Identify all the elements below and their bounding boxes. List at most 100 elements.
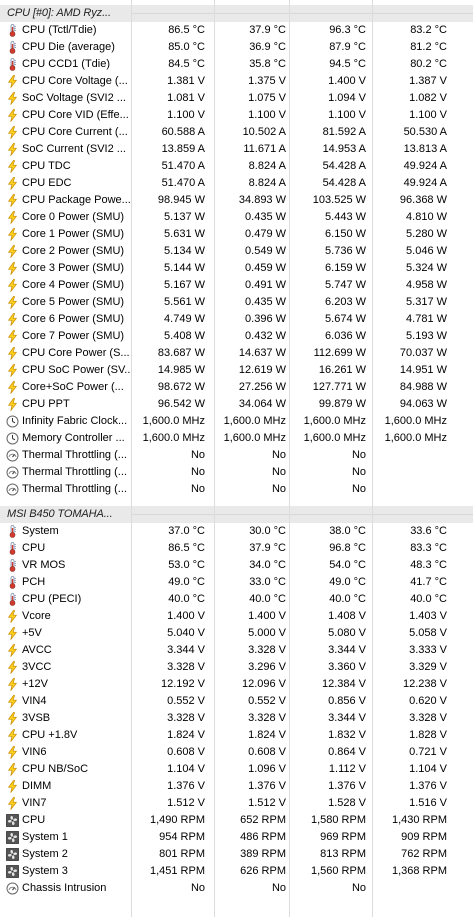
sensor-row-cpu-soc-power-sv[interactable]: CPU SoC Power (SV... 14.985 W 12.619 W 16.2… bbox=[0, 362, 473, 379]
sensor-row-memory-controller[interactable]: Memory Controller ... 1,600.0 MHz 1,600.0 … bbox=[0, 430, 473, 447]
sensor-value-average: 5.193 W bbox=[406, 330, 447, 342]
sensor-row-cpu-tctl-tdie[interactable]: CPU (Tctl/Tdie) 86.5 °C 37.9 °C 96.3 °C 83.2… bbox=[0, 22, 473, 39]
sensor-row-cpu-package-powe[interactable]: CPU Package Powe... 98.945 W 34.893 W 103.5… bbox=[0, 192, 473, 209]
sensor-row-cpu-peci[interactable]: CPU (PECI) 40.0 °C 40.0 °C 40.0 °C 40.0 °C bbox=[0, 591, 473, 608]
sensor-row-cpu-core-power-s[interactable]: CPU Core Power (S... 83.687 W 14.637 W 112.… bbox=[0, 345, 473, 362]
sensor-value-average: 5.317 W bbox=[406, 296, 447, 308]
sensor-row-avcc[interactable]: AVCC 3.344 V 3.328 V 3.344 V 3.333 V bbox=[0, 642, 473, 659]
sensor-row-5v[interactable]: +5V 5.040 V 5.000 V 5.080 V 5.058 V bbox=[0, 625, 473, 642]
sensor-row-3vcc[interactable]: 3VCC 3.328 V 3.296 V 3.360 V 3.329 V bbox=[0, 659, 473, 676]
sensor-row-chassis-intrusion[interactable]: Chassis Intrusion No No No bbox=[0, 880, 473, 897]
group-header[interactable]: CPU [#0]: AMD Ryz... bbox=[0, 5, 473, 22]
sensor-value-maximum: 3.360 V bbox=[328, 661, 366, 673]
sensor-row-core-0-power-smu[interactable]: Core 0 Power (SMU) 5.137 W 0.435 W 5.443 W 4… bbox=[0, 209, 473, 226]
sensor-label: CPU bbox=[22, 542, 46, 554]
sensor-value-minimum: 40.0 °C bbox=[249, 593, 286, 605]
sensor-label: Vcore bbox=[22, 610, 51, 622]
sensor-value-current: 86.5 °C bbox=[168, 542, 205, 554]
sensor-value-minimum: No bbox=[271, 449, 286, 461]
sensor-label: CPU (PECI) bbox=[22, 593, 82, 605]
sensor-value-minimum: 27.256 W bbox=[238, 381, 286, 393]
sensor-row-dimm[interactable]: DIMM 1.376 V 1.376 V 1.376 V 1.376 V bbox=[0, 778, 473, 795]
sensor-row-core-4-power-smu[interactable]: Core 4 Power (SMU) 5.167 W 0.491 W 5.747 W 4… bbox=[0, 277, 473, 294]
sensor-value-maximum: 1.528 V bbox=[328, 797, 366, 809]
sensor-value-average: 81.2 °C bbox=[410, 41, 447, 53]
sensor-row-cpu-die-average[interactable]: CPU Die (average) 85.0 °C 36.9 °C 87.9 °C 81… bbox=[0, 39, 473, 56]
sensor-value-average: 4.781 W bbox=[406, 313, 447, 325]
sensor-row-system-2[interactable]: System 2 801 RPM 389 RPM 813 RPM 762 RPM bbox=[0, 846, 473, 863]
sensor-row-soc-current-svi2[interactable]: SoC Current (SVI2 ... 13.859 A 11.671 A 14.… bbox=[0, 141, 473, 158]
sensor-value-minimum: 35.8 °C bbox=[249, 58, 286, 70]
sensor-row-cpu-tdc[interactable]: CPU TDC 51.470 A 8.824 A 54.428 A 49.924 A bbox=[0, 158, 473, 175]
sensor-row-system[interactable]: System 37.0 °C 30.0 °C 38.0 °C 33.6 °C bbox=[0, 523, 473, 540]
sensor-label: +5V bbox=[22, 627, 42, 639]
sensor-value-average: 1.104 V bbox=[409, 763, 447, 775]
sensor-row-system-3[interactable]: System 3 1,451 RPM 626 RPM 1,560 RPM 1,368 R… bbox=[0, 863, 473, 880]
sensor-row-3vsb[interactable]: 3VSB 3.328 V 3.328 V 3.344 V 3.328 V bbox=[0, 710, 473, 727]
thermometer-icon bbox=[6, 559, 19, 572]
gauge-icon bbox=[6, 882, 19, 895]
lightning-icon bbox=[6, 75, 19, 88]
sensor-label: Thermal Throttling (... bbox=[22, 449, 127, 461]
sensor-label: Core 5 Power (SMU) bbox=[22, 296, 125, 308]
sensor-value-current: 84.5 °C bbox=[168, 58, 205, 70]
sensor-row-cpu-ccd1-tdie[interactable]: CPU CCD1 (Tdie) 84.5 °C 35.8 °C 94.5 °C 80.2… bbox=[0, 56, 473, 73]
sensor-value-minimum: 34.893 W bbox=[238, 194, 286, 206]
sensor-value-current: No bbox=[190, 449, 205, 461]
column-divider bbox=[131, 0, 132, 917]
sensor-value-maximum: No bbox=[351, 483, 366, 495]
sensor-row-thermal-throttling[interactable]: Thermal Throttling (... No No No bbox=[0, 447, 473, 464]
sensor-row-cpu-core-voltage[interactable]: CPU Core Voltage (... 1.381 V 1.375 V 1.400… bbox=[0, 73, 473, 90]
sensor-label: CPU EDC bbox=[22, 177, 72, 189]
sensor-value-maximum: 3.344 V bbox=[328, 644, 366, 656]
sensor-row-cpu-ppt[interactable]: CPU PPT 96.542 W 34.064 W 99.879 W 94.063 W bbox=[0, 396, 473, 413]
sensor-row-cpu-edc[interactable]: CPU EDC 51.470 A 8.824 A 54.428 A 49.924 A bbox=[0, 175, 473, 192]
sensor-row-vin4[interactable]: VIN4 0.552 V 0.552 V 0.856 V 0.620 V bbox=[0, 693, 473, 710]
sensor-row-cpu[interactable]: CPU 1,490 RPM 652 RPM 1,580 RPM 1,430 RPM bbox=[0, 812, 473, 829]
sensor-value-average: 1,600.0 MHz bbox=[384, 415, 447, 427]
sensor-row-soc-voltage-svi2[interactable]: SoC Voltage (SVI2 ... 1.081 V 1.075 V 1.094… bbox=[0, 90, 473, 107]
sensor-row-core-7-power-smu[interactable]: Core 7 Power (SMU) 5.408 W 0.432 W 6.036 W 5… bbox=[0, 328, 473, 345]
lightning-icon bbox=[6, 381, 19, 394]
sensor-row-cpu-1-8v[interactable]: CPU +1.8V 1.824 V 1.824 V 1.832 V 1.828 V bbox=[0, 727, 473, 744]
sensor-value-current: No bbox=[190, 882, 205, 894]
sensor-row-vin6[interactable]: VIN6 0.608 V 0.608 V 0.864 V 0.721 V bbox=[0, 744, 473, 761]
group-header[interactable]: MSI B450 TOMAHA... bbox=[0, 506, 473, 523]
gauge-icon bbox=[6, 483, 19, 496]
sensor-value-average: 1.516 V bbox=[409, 797, 447, 809]
sensor-row-cpu-core-current[interactable]: CPU Core Current (... 60.588 A 10.502 A 81.… bbox=[0, 124, 473, 141]
sensor-value-maximum: 38.0 °C bbox=[329, 525, 366, 537]
sensor-value-maximum: 6.203 W bbox=[325, 296, 366, 308]
sensor-value-current: 1.400 V bbox=[167, 610, 205, 622]
sensor-value-minimum: 11.671 A bbox=[243, 143, 286, 155]
sensor-row-cpu-nb-soc[interactable]: CPU NB/SoC 1.104 V 1.096 V 1.112 V 1.104 V bbox=[0, 761, 473, 778]
sensor-value-current: 5.408 W bbox=[164, 330, 205, 342]
sensor-value-current: 1.381 V bbox=[167, 75, 205, 87]
sensor-row-12v[interactable]: +12V 12.192 V 12.096 V 12.384 V 12.238 V bbox=[0, 676, 473, 693]
sensor-row-pch[interactable]: PCH 49.0 °C 33.0 °C 49.0 °C 41.7 °C bbox=[0, 574, 473, 591]
sensor-row-vr-mos[interactable]: VR MOS 53.0 °C 34.0 °C 54.0 °C 48.3 °C bbox=[0, 557, 473, 574]
sensor-row-cpu-core-vid-effe[interactable]: CPU Core VID (Effe... 1.100 V 1.100 V 1.100… bbox=[0, 107, 473, 124]
sensor-value-average: 50.530 A bbox=[403, 126, 447, 138]
sensor-row-vcore[interactable]: Vcore 1.400 V 1.400 V 1.408 V 1.403 V bbox=[0, 608, 473, 625]
sensor-value-average: 0.620 V bbox=[409, 695, 447, 707]
sensor-row-cpu[interactable]: CPU 86.5 °C 37.9 °C 96.8 °C 83.3 °C bbox=[0, 540, 473, 557]
sensor-row-thermal-throttling[interactable]: Thermal Throttling (... No No No bbox=[0, 464, 473, 481]
sensor-value-minimum: 0.549 W bbox=[245, 245, 286, 257]
sensor-row-infinity-fabric-clock[interactable]: Infinity Fabric Clock... 1,600.0 MHz 1,600… bbox=[0, 413, 473, 430]
sensor-row-core-3-power-smu[interactable]: Core 3 Power (SMU) 5.144 W 0.459 W 6.159 W 5… bbox=[0, 260, 473, 277]
sensor-value-current: 85.0 °C bbox=[168, 41, 205, 53]
sensor-row-core-1-power-smu[interactable]: Core 1 Power (SMU) 5.631 W 0.479 W 6.150 W 5… bbox=[0, 226, 473, 243]
sensor-value-current: 5.040 V bbox=[167, 627, 205, 639]
sensor-row-system-1[interactable]: System 1 954 RPM 486 RPM 969 RPM 909 RPM bbox=[0, 829, 473, 846]
sensor-value-minimum: 0.491 W bbox=[245, 279, 286, 291]
sensor-label: CPU Core Power (S... bbox=[22, 347, 130, 359]
sensor-row-vin7[interactable]: VIN7 1.512 V 1.512 V 1.528 V 1.516 V bbox=[0, 795, 473, 812]
sensor-row-thermal-throttling[interactable]: Thermal Throttling (... No No No bbox=[0, 481, 473, 498]
sensor-row-core-5-power-smu[interactable]: Core 5 Power (SMU) 5.561 W 0.435 W 6.203 W 5… bbox=[0, 294, 473, 311]
sensor-row-core-soc-power[interactable]: Core+SoC Power (... 98.672 W 27.256 W 127.7… bbox=[0, 379, 473, 396]
thermometer-icon bbox=[6, 525, 19, 538]
sensor-row-core-6-power-smu[interactable]: Core 6 Power (SMU) 4.749 W 0.396 W 5.674 W 4… bbox=[0, 311, 473, 328]
sensor-row-core-2-power-smu[interactable]: Core 2 Power (SMU) 5.134 W 0.549 W 5.736 W 5… bbox=[0, 243, 473, 260]
sensor-label: AVCC bbox=[22, 644, 52, 656]
